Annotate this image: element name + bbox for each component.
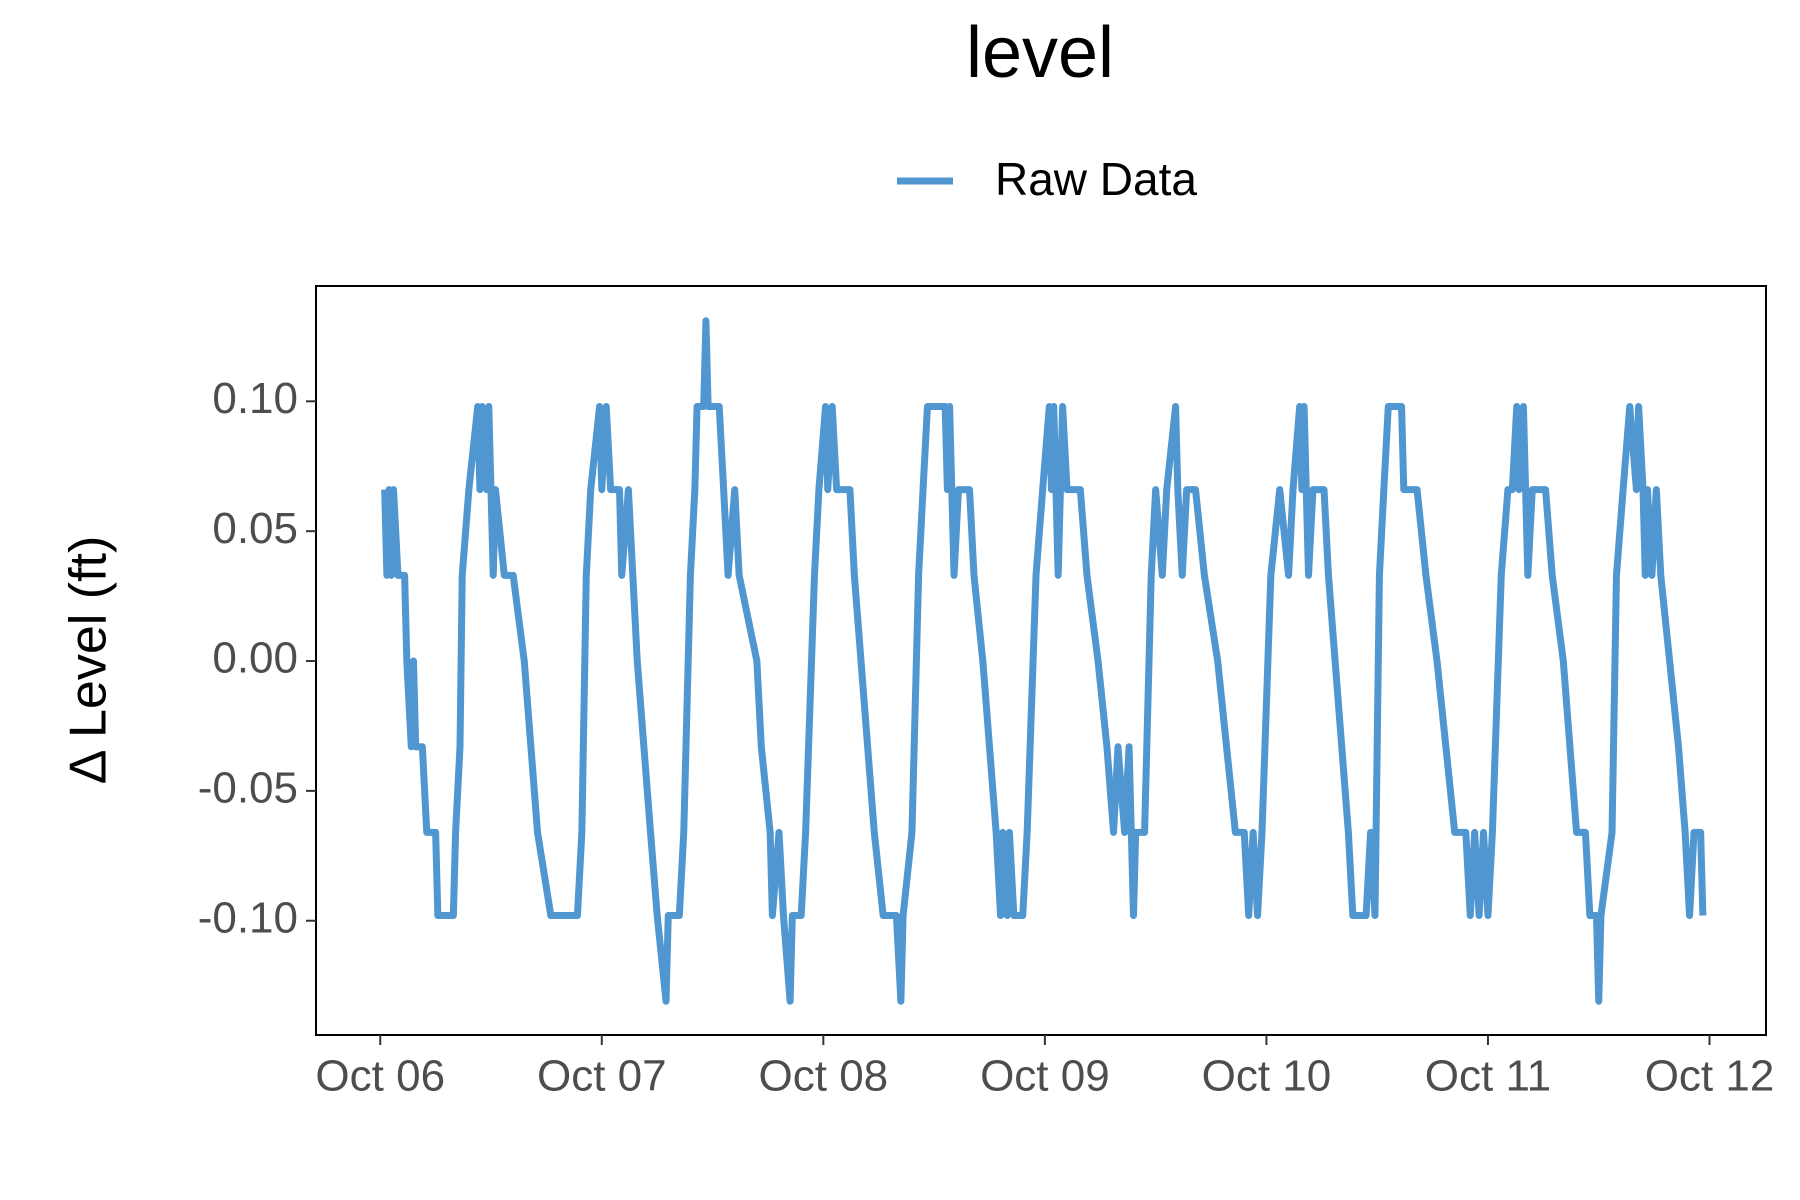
- x-tick-label: Oct 11: [1425, 1052, 1551, 1101]
- x-tick-label: Oct 07: [537, 1052, 667, 1101]
- y-tick-label: 0.10: [212, 374, 298, 423]
- chart-title: level: [966, 13, 1114, 93]
- x-tick-label: Oct 06: [315, 1052, 445, 1101]
- plot-frame: [315, 285, 1767, 1036]
- x-tick-label: Oct 10: [1202, 1052, 1332, 1101]
- y-tick-label: 0.00: [212, 634, 298, 683]
- x-tick-label: Oct 08: [759, 1052, 889, 1101]
- data-line: [381, 317, 1707, 1005]
- y-tick-label: 0.05: [212, 504, 298, 553]
- y-tick-label: -0.05: [198, 763, 298, 812]
- x-tick-label: Oct 09: [980, 1052, 1110, 1101]
- x-tick-label: Oct 12: [1645, 1052, 1775, 1101]
- legend-label: Raw Data: [995, 153, 1197, 205]
- y-axis-label: Δ Level (ft): [60, 536, 118, 785]
- y-tick-label: -0.10: [198, 893, 298, 942]
